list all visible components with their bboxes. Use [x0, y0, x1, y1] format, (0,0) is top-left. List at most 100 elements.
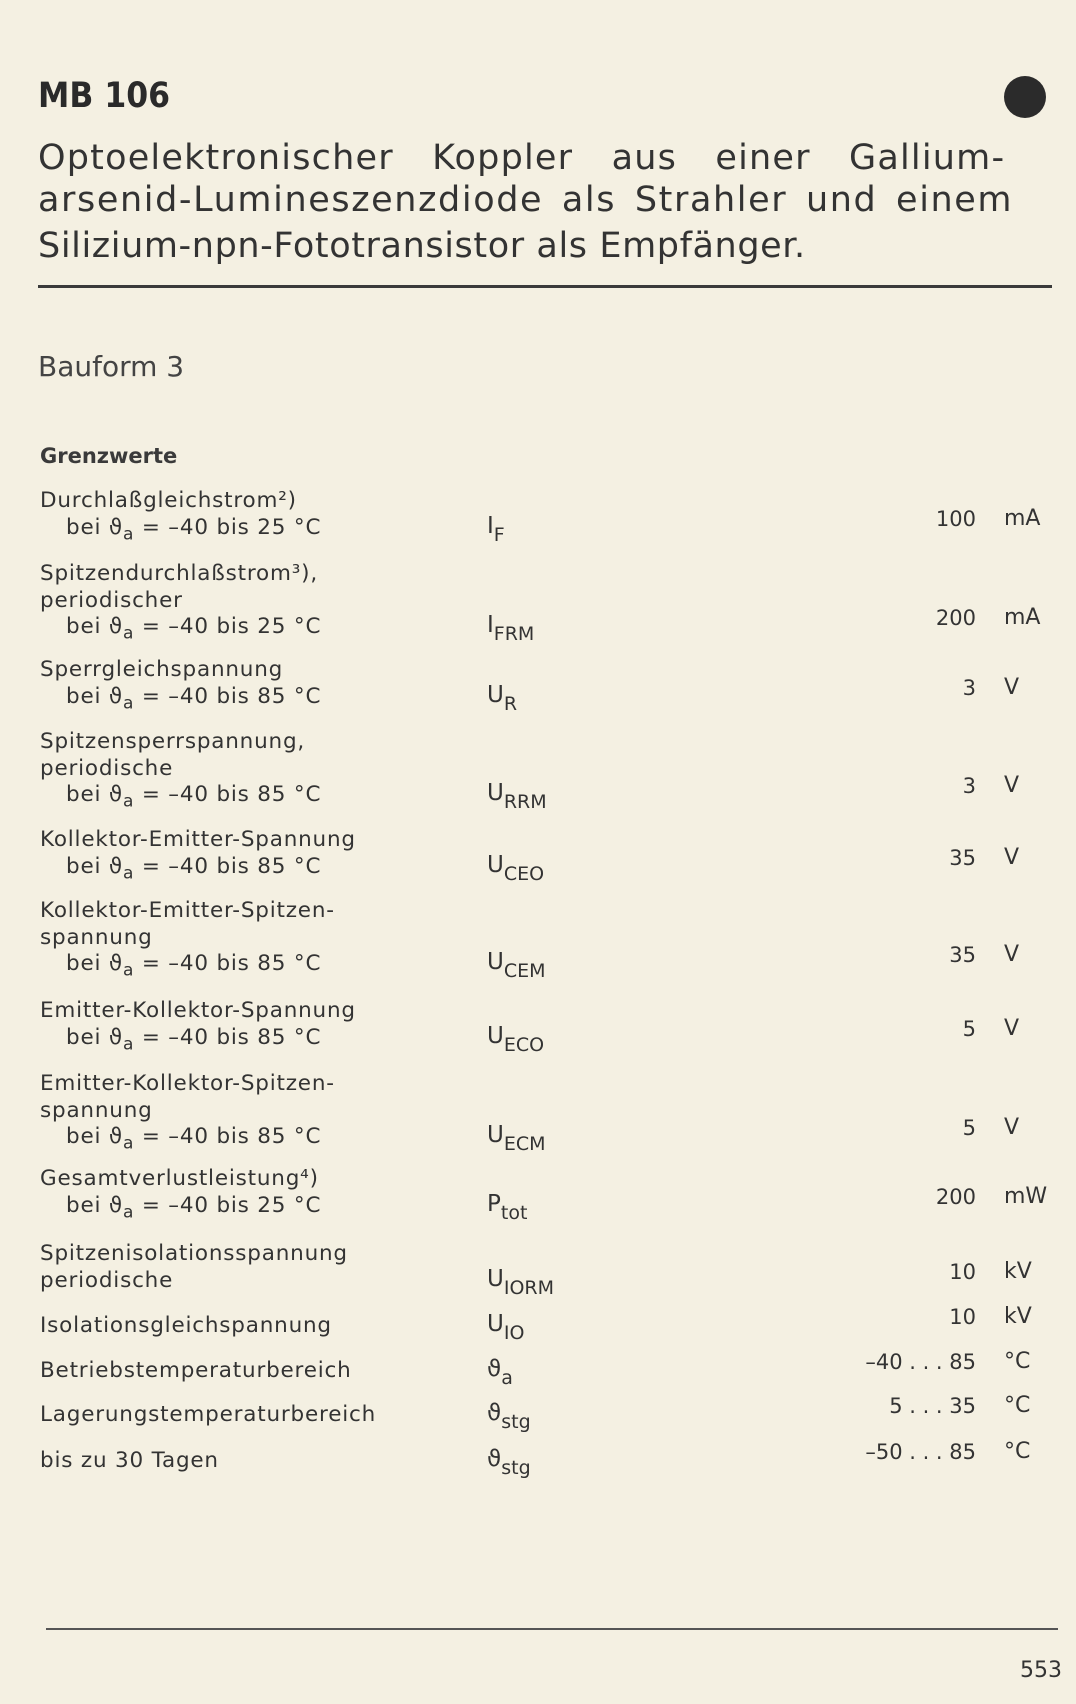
row-symbol: UR	[487, 682, 517, 715]
symbol-subscript: ECM	[503, 1133, 546, 1155]
filled-circle-icon	[1004, 76, 1046, 118]
row-value: 35	[949, 845, 976, 870]
row-symbol: IF	[487, 513, 505, 546]
symbol-main: U	[487, 780, 504, 806]
description-line-2: arsenid-Lumineszenzdiode als Strahler un…	[38, 180, 1014, 220]
row-unit: V	[1004, 844, 1020, 870]
row-label-line: bei ϑa = –40 bis 85 °C	[66, 951, 322, 981]
row-unit: V	[1004, 674, 1020, 700]
symbol-subscript: a	[501, 1367, 513, 1389]
row-symbol: UIO	[487, 1311, 524, 1344]
package-label: Bauform 3	[38, 350, 185, 383]
symbol-main: U	[487, 681, 504, 708]
row-value: –50 . . . 85	[865, 1440, 976, 1464]
row-unit: V	[1004, 942, 1020, 967]
row-unit: V	[1004, 1015, 1020, 1041]
symbol-subscript: CEM	[503, 960, 546, 982]
row-value: 10	[949, 1305, 976, 1329]
symbol-subscript: IO	[503, 1322, 525, 1344]
row-symbol: IFRM	[487, 612, 534, 645]
row-symbol: ϑstg	[487, 1400, 531, 1433]
symbol-main: ϑ	[487, 1446, 502, 1472]
row-value: 5	[962, 1116, 976, 1140]
header-divider	[38, 285, 1052, 288]
row-unit: mW	[1004, 1183, 1048, 1209]
row-value: 5	[962, 1016, 976, 1041]
row-unit: V	[1004, 773, 1020, 798]
symbol-main: ϑ	[487, 1356, 502, 1382]
row-symbol: UCEM	[487, 949, 546, 982]
row-symbol: UIORM	[487, 1266, 554, 1299]
symbol-subscript: ECO	[503, 1033, 545, 1056]
row-unit: °C	[1004, 1393, 1031, 1418]
symbol-main: U	[487, 1022, 504, 1049]
symbol-subscript: stg	[501, 1457, 531, 1479]
row-label-line: Betriebstemperaturbereich	[40, 1358, 352, 1383]
symbol-subscript: tot	[500, 1201, 528, 1224]
row-label-line: bei ϑa = –40 bis 85 °C	[66, 1024, 322, 1054]
row-label-line: periodische	[40, 755, 174, 781]
row-label-line: bei ϑa = –40 bis 25 °C	[66, 1192, 322, 1222]
row-symbol: ϑstg	[487, 1446, 531, 1479]
row-label-line: Kollektor-Emitter-Spannung	[40, 827, 356, 852]
row-symbol: URRM	[487, 780, 547, 813]
row-symbol: UECM	[487, 1122, 546, 1155]
row-value: 5 . . . 35	[889, 1394, 976, 1418]
row-value: –40 . . . 85	[865, 1350, 976, 1374]
row-label-line: Spitzenisolationsspannung	[40, 1241, 348, 1266]
description-line-3: Silizium-npn-Fototransistor als Empfänge…	[38, 226, 806, 266]
page-title: MB 106	[38, 76, 171, 116]
row-label-line: bei ϑa = –40 bis 85 °C	[66, 853, 322, 883]
row-label-line: Gesamtverlustleistung⁴)	[40, 1166, 319, 1191]
row-label-line: bei ϑa = –40 bis 85 °C	[66, 1124, 322, 1154]
row-label-line: bei ϑa = –40 bis 25 °C	[66, 514, 322, 544]
row-unit: mA	[1004, 505, 1041, 531]
symbol-main: U	[487, 1311, 504, 1337]
row-label-line: bei ϑa = –40 bis 25 °C	[66, 614, 322, 644]
row-label-line: spannung	[40, 924, 153, 950]
symbol-main: U	[487, 1265, 504, 1292]
row-label-line: Spitzensperrspannung,	[40, 729, 306, 754]
row-value: 35	[949, 943, 976, 967]
symbol-subscript: R	[503, 692, 518, 715]
row-unit: kV	[1004, 1258, 1032, 1284]
description-line-1: Optoelektronischer Koppler aus einer Gal…	[38, 138, 1006, 178]
symbol-main: U	[487, 949, 504, 975]
symbol-subscript: F	[493, 523, 505, 546]
row-label-line: bei ϑa = –40 bis 85 °C	[66, 683, 322, 713]
row-label-line: Lagerungstemperaturbereich	[40, 1402, 377, 1427]
row-value: 3	[962, 675, 976, 700]
row-label-line: Kollektor-Emitter-Spitzen-	[40, 898, 335, 923]
row-symbol: UECO	[487, 1023, 544, 1056]
row-unit: kV	[1004, 1304, 1032, 1329]
row-value: 200	[935, 606, 976, 630]
row-label-line: Spitzendurchlaßstrom³),	[40, 561, 318, 586]
row-unit: mA	[1004, 605, 1041, 630]
page-number: 553	[1020, 1658, 1062, 1683]
row-label-line: Emitter-Kollektor-Spitzen-	[40, 1071, 335, 1096]
symbol-main: U	[487, 1122, 504, 1148]
row-label-line: bei ϑa = –40 bis 85 °C	[66, 782, 322, 812]
row-value: 3	[962, 774, 976, 798]
row-label-line: Durchlaßgleichstrom²)	[40, 488, 297, 513]
symbol-subscript: CEO	[503, 862, 545, 885]
row-label-line: Sperrgleichspannung	[40, 657, 284, 682]
row-label-line: periodische	[40, 1267, 174, 1293]
row-symbol: UCEO	[487, 852, 544, 885]
row-label-line: periodischer	[40, 587, 183, 613]
symbol-subscript: RRM	[503, 791, 547, 813]
row-unit: V	[1004, 1115, 1020, 1140]
row-label-line: Isolationsgleichspannung	[40, 1313, 332, 1338]
symbol-subscript: stg	[501, 1411, 531, 1433]
row-label-line: spannung	[40, 1097, 153, 1123]
row-value: 100	[935, 506, 976, 531]
symbol-main: I	[487, 512, 494, 539]
symbol-main: U	[487, 851, 504, 878]
footer-divider	[46, 1628, 1058, 1630]
row-symbol: ϑa	[487, 1356, 513, 1389]
row-unit: °C	[1004, 1439, 1031, 1464]
symbol-main: I	[487, 612, 494, 638]
symbol-subscript: FRM	[493, 623, 535, 645]
row-label-line: Emitter-Kollektor-Spannung	[40, 998, 356, 1023]
row-label-line: bis zu 30 Tagen	[40, 1448, 219, 1473]
